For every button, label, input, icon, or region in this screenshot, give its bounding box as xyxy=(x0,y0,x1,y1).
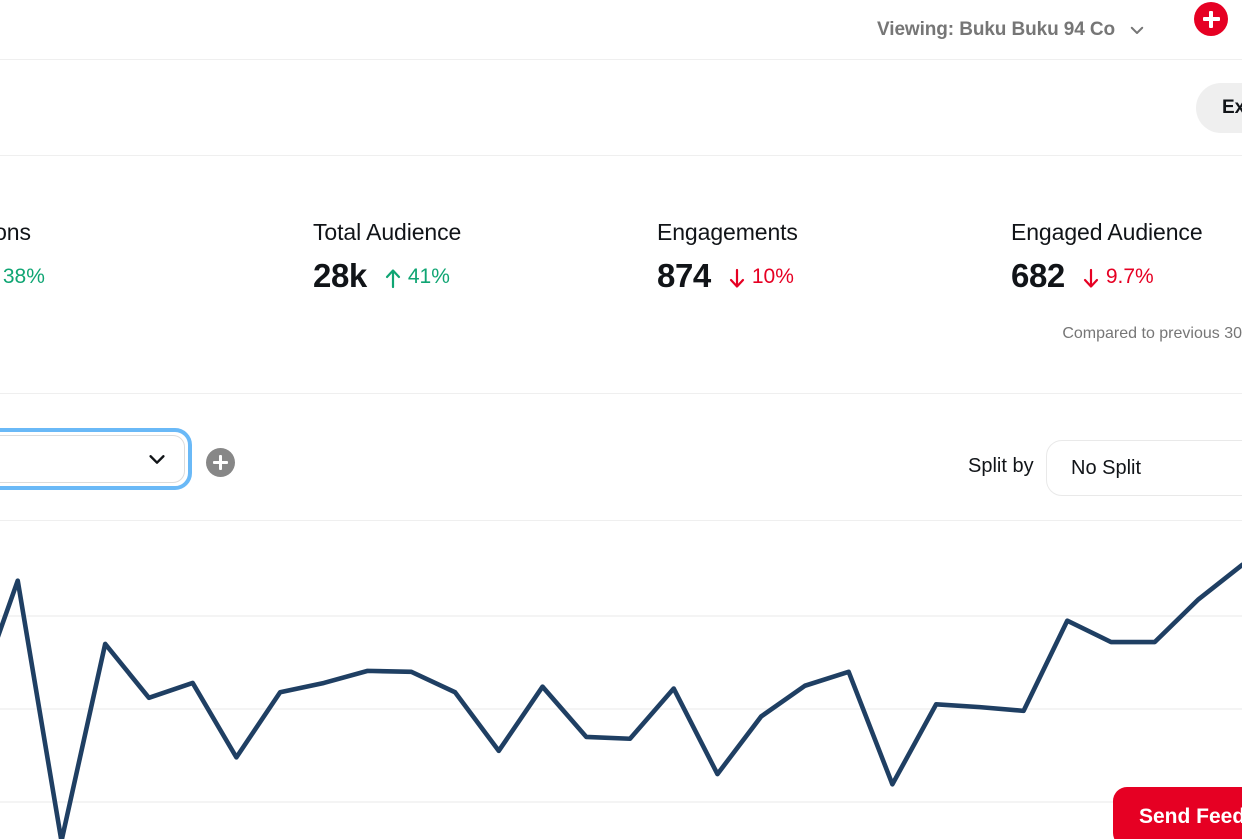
metric-value: 28k xyxy=(313,257,367,294)
metric-label: Impressions xyxy=(0,219,31,245)
metric-delta-value: 38% xyxy=(2,264,45,288)
metric-delta-value: 10% xyxy=(751,264,794,288)
metric-label: Total Audience xyxy=(313,219,462,245)
split-by-label: Split by xyxy=(968,455,1034,477)
metric-label: Engaged Audience xyxy=(1011,219,1203,245)
export-button[interactable]: Export xyxy=(1196,83,1242,133)
chevron-down-icon[interactable] xyxy=(146,448,168,470)
chevron-down-icon[interactable] xyxy=(1128,21,1146,39)
chart-controls-row: Impressions Split by No Split xyxy=(0,395,1242,521)
metric-label: Engagements xyxy=(657,219,798,245)
arrow-down-icon xyxy=(1083,268,1099,289)
plus-icon-vertical xyxy=(1209,10,1213,28)
metric-total-audience[interactable]: Total Audience 28k 41% xyxy=(313,219,461,295)
metric-delta: 9.7% xyxy=(1083,265,1154,289)
chart-series-line xyxy=(0,562,1242,839)
send-feedback-button[interactable]: Send Feedback xyxy=(1113,787,1242,839)
metric-delta: 41% xyxy=(385,265,450,289)
metric-impressions[interactable]: Impressions 38k 38% xyxy=(0,219,45,295)
plus-icon-vertical xyxy=(219,455,222,470)
viewing-account-label: Viewing: Buku Buku 94 Co xyxy=(877,19,1115,40)
chart-svg xyxy=(0,562,1242,839)
metric-delta: 38% xyxy=(0,265,45,289)
add-metric-button[interactable] xyxy=(206,448,235,477)
comparison-period-note: Compared to previous 30 xyxy=(1062,325,1242,342)
account-switcher[interactable]: Viewing: Buku Buku 94 Co xyxy=(877,0,1146,60)
impressions-line-chart[interactable] xyxy=(0,522,1242,839)
metric-select[interactable]: Impressions xyxy=(0,435,185,483)
metric-delta-value: 9.7% xyxy=(1105,264,1154,288)
metric-delta: 10% xyxy=(729,265,794,289)
split-by-select[interactable]: No Split xyxy=(1046,440,1242,496)
arrow-up-icon xyxy=(385,268,401,289)
export-row: Export xyxy=(0,61,1242,156)
metrics-summary-row: Impressions 38k 38% Total Audience 28k xyxy=(0,157,1242,394)
top-bar: Viewing: Buku Buku 94 Co xyxy=(0,0,1242,60)
metric-select-focus-ring: Impressions xyxy=(0,428,192,490)
metric-delta-value: 41% xyxy=(407,264,450,288)
arrow-down-icon xyxy=(729,268,745,289)
metric-engaged-audience[interactable]: Engaged Audience 682 9.7% xyxy=(1011,219,1203,295)
metric-value: 682 xyxy=(1011,257,1065,294)
create-pin-button[interactable] xyxy=(1194,2,1228,36)
split-by-value: No Split xyxy=(1071,456,1142,479)
metric-engagements[interactable]: Engagements 874 10% xyxy=(657,219,798,295)
metric-value: 874 xyxy=(657,257,711,294)
